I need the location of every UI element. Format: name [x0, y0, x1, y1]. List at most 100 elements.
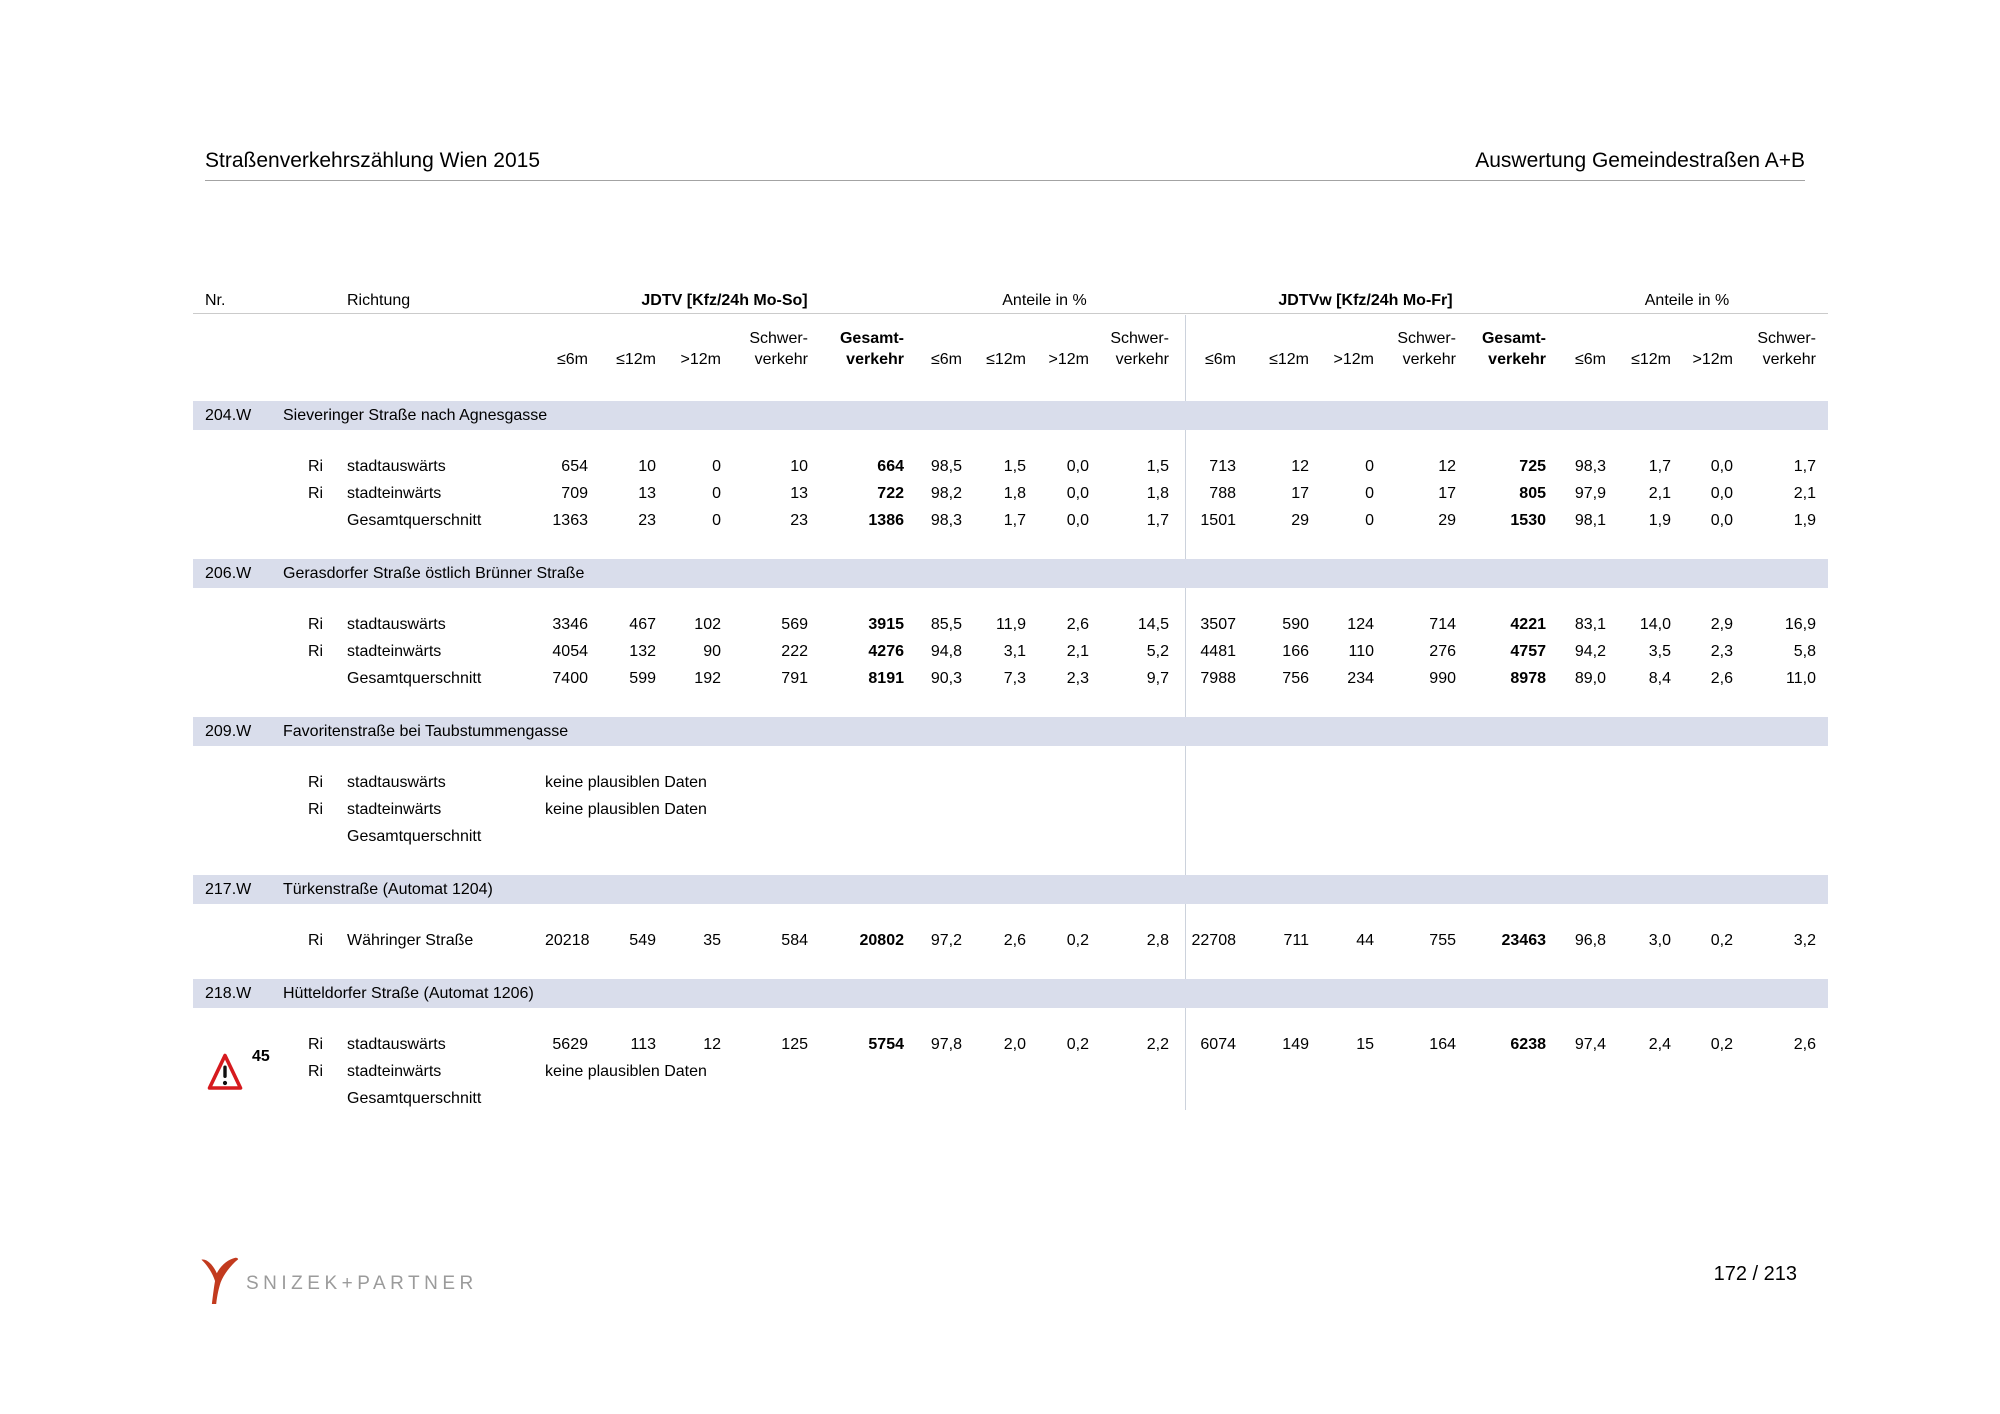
cell-value: 1,7: [1793, 458, 1816, 475]
cell-value: 9,7: [1146, 670, 1169, 687]
cell-value: 654: [561, 458, 588, 475]
cell-value: 10: [790, 458, 808, 475]
cell-value: 713: [1209, 458, 1236, 475]
cell-value: 192: [694, 670, 721, 687]
cell-value: 1530: [1510, 512, 1546, 529]
logo-text: SNIZEK+PARTNER: [246, 1272, 478, 1294]
cell-value: 0: [1365, 512, 1374, 529]
column-header: ≤6m: [1204, 351, 1236, 368]
cell-value: 0,2: [1710, 932, 1733, 949]
cell-value: 3,5: [1648, 643, 1671, 660]
section-rows: Ri stadtauswärts 5629 113 12 125 5754 97,8 2,0 0,…: [193, 1031, 1828, 1112]
cell-value: 113: [630, 1036, 656, 1053]
cell-value: 711: [1283, 932, 1309, 949]
logo-mark-icon: [201, 1257, 239, 1304]
cell-direction: stadteinwärts: [347, 1063, 442, 1080]
cell-value: 0,0: [1066, 458, 1089, 475]
cell-value: 14,0: [1639, 616, 1671, 633]
cell-value: 0: [1365, 485, 1374, 502]
cell-ri: Ri: [308, 458, 324, 475]
cell-value: 3,2: [1793, 932, 1816, 949]
cell-value: 569: [781, 616, 808, 633]
cell-value: 98,1: [1574, 512, 1606, 529]
cell-value: 2,1: [1648, 485, 1671, 502]
cell-value: 549: [629, 932, 656, 949]
cell-ri: Ri: [308, 1036, 324, 1053]
cell-direction: Gesamtquerschnitt: [347, 828, 482, 845]
cell-value: 125: [781, 1036, 808, 1053]
cell-direction: Gesamtquerschnitt: [347, 512, 482, 529]
cell-note: keine plausiblen Daten: [545, 801, 707, 818]
cell-value: 10: [638, 458, 656, 475]
cell-value: 467: [629, 616, 656, 633]
table-subheader-row: ≤6m ≤12m >12m Schwer- verkehr Gesamt- verkeh…: [193, 328, 1828, 376]
col-group-jdtv: JDTV [Kfz/24h Mo-So]: [641, 292, 808, 309]
cell-value: 2,6: [1003, 932, 1026, 949]
warning-annotation: 45: [207, 1048, 270, 1092]
table-section: 204.W Sieveringer Straße nach Agnesgasse R…: [193, 401, 1828, 534]
cell-value: 12: [1438, 458, 1456, 475]
cell-value: 12: [1291, 458, 1309, 475]
section-rows: Ri Währinger Straße 20218 549 35 584 20802 97,2…: [193, 927, 1828, 954]
table-row: Ri Währinger Straße 20218 549 35 584 20802 97,2…: [193, 927, 1828, 954]
cell-value: 98,3: [930, 512, 962, 529]
column-header: Schwer- verkehr: [1757, 330, 1816, 368]
cell-ri: Ri: [308, 643, 324, 660]
cell-value: 2,1: [1793, 485, 1816, 502]
cell-value: 164: [1429, 1036, 1456, 1053]
cell-value: 2,6: [1066, 616, 1089, 633]
cell-value: 94,2: [1574, 643, 1606, 660]
cell-value: 4481: [1200, 643, 1236, 660]
cell-value: 35: [703, 932, 721, 949]
cell-value: 599: [629, 670, 656, 687]
cell-value: 791: [781, 670, 808, 687]
col-group-anteile-1: Anteile in %: [1002, 292, 1087, 309]
section-band: 217.W Türkenstraße (Automat 1204): [193, 875, 1828, 904]
cell-value: 1,8: [1003, 485, 1026, 502]
cell-value: 1501: [1200, 512, 1236, 529]
cell-value: 8191: [868, 670, 904, 687]
cell-value: 234: [1347, 670, 1374, 687]
cell-ri: Ri: [308, 801, 324, 818]
cell-ri: [308, 507, 347, 534]
section-name: Gerasdorfer Straße östlich Brünner Straß…: [283, 565, 585, 582]
cell-value: 11,0: [1786, 670, 1816, 687]
column-header: ≤12m: [986, 351, 1026, 368]
cell-value: 3915: [868, 616, 904, 633]
cell-value: 44: [1356, 932, 1374, 949]
cell-value: 102: [694, 616, 721, 633]
cell-value: 3507: [1200, 616, 1236, 633]
section-number: 217.W: [205, 881, 252, 898]
section-rows: Ri stadtauswärts keine plausiblen Daten Ri s…: [193, 769, 1828, 850]
cell-value: 1,5: [1146, 458, 1169, 475]
cell-value: 132: [629, 643, 656, 660]
cell-value: 5754: [868, 1036, 904, 1053]
cell-direction: Gesamtquerschnitt: [347, 670, 482, 687]
cell-value: 990: [1429, 670, 1456, 687]
cell-value: 23: [790, 512, 808, 529]
cell-ri: [308, 823, 347, 850]
cell-value: 0,0: [1710, 485, 1733, 502]
table-row: Gesamtquerschnitt 1363 23 0 23 1386 98,3 1,7 0,0…: [193, 507, 1828, 534]
cell-value: 20802: [859, 932, 905, 949]
cell-value: 166: [1282, 643, 1309, 660]
cell-value: 0,0: [1066, 512, 1089, 529]
cell-direction: stadtauswärts: [347, 616, 446, 633]
cell-value: 98,3: [1574, 458, 1606, 475]
cell-value: 15: [1356, 1036, 1374, 1053]
table-row: Ri stadteinwärts 709 13 0 13 722 98,2 1,8 0,0 1,8 7…: [193, 480, 1828, 507]
cell-value: 7988: [1200, 670, 1236, 687]
cell-value: 1,7: [1648, 458, 1671, 475]
cell-direction: stadteinwärts: [347, 801, 442, 818]
table-row: Ri stadtauswärts 654 10 0 10 664 98,5 1,5 0,0 1,5 7…: [193, 453, 1828, 480]
table-row: Ri stadteinwärts 4054 132 90 222 4276 94,8 3,1 2,…: [193, 638, 1828, 665]
cell-value: 2,0: [1003, 1036, 1026, 1053]
section-band: 218.W Hütteldorfer Straße (Automat 1206): [193, 979, 1828, 1008]
cell-value: 1,9: [1793, 512, 1816, 529]
table-section: 206.W Gerasdorfer Straße östlich Brünner …: [193, 559, 1828, 692]
column-header: >12m: [1692, 351, 1733, 368]
cell-value: 90,3: [930, 670, 962, 687]
cell-value: 3,1: [1003, 643, 1026, 660]
cell-value: 2,9: [1710, 616, 1733, 633]
